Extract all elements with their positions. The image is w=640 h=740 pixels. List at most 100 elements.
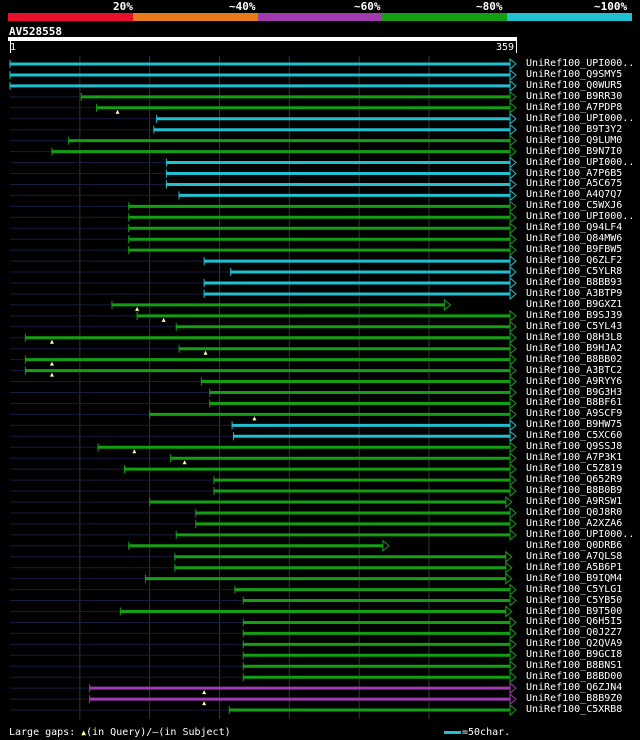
hit-label[interactable]: UniRef100_A3BTC2: [526, 364, 623, 376]
hit-label[interactable]: UniRef100_Q94LF4: [526, 222, 623, 234]
hit-label[interactable]: UniRef100_Q9LUM0: [526, 134, 623, 146]
hit-label[interactable]: UniRef100_B8B0B9: [526, 485, 623, 497]
ruler-end-tick: [516, 41, 517, 53]
hit-arrow-icon: [509, 616, 517, 629]
hit-label[interactable]: UniRef100_B8B9Z0: [526, 693, 623, 705]
in-query-text: (in Query)/: [86, 727, 153, 738]
hit-arrow-icon: [509, 671, 517, 684]
ruler-start-tick: [10, 41, 11, 53]
legend-label-20: 20%: [113, 0, 133, 13]
hit-label[interactable]: UniRef100_B9T500: [526, 605, 623, 617]
large-gaps-title: Large gaps:: [9, 727, 76, 738]
hit-label[interactable]: UniRef100_UPI000..: [526, 58, 635, 69]
hit-label[interactable]: UniRef100_B9RR30: [526, 90, 623, 102]
hit-label[interactable]: UniRef100_Q8H3L8: [526, 331, 623, 343]
hit-arrow-icon: [509, 703, 517, 717]
hit-label[interactable]: UniRef100_B9G3H3: [526, 386, 623, 398]
hit-label[interactable]: UniRef100_B9HW75: [526, 419, 623, 431]
hit-label[interactable]: UniRef100_B9IQM4: [526, 572, 623, 584]
query-gap-marker-icon: [202, 701, 207, 706]
hit-label[interactable]: UniRef100_C5WXJ6: [526, 200, 623, 212]
hit-label[interactable]: UniRef100_A7P6B5: [526, 167, 623, 179]
hit-label[interactable]: UniRef100_A9RSW1: [526, 496, 623, 507]
hit-label[interactable]: UniRef100_Q9SSJ8: [526, 441, 623, 453]
hit-label[interactable]: UniRef100_Q0J8R0: [526, 506, 623, 518]
hit-label[interactable]: UniRef100_Q9SMY5: [526, 68, 623, 80]
hit-arrow-icon: [509, 484, 517, 498]
hit-label[interactable]: UniRef100_B9GCI8: [526, 649, 623, 661]
hit-label[interactable]: UniRef100_B8BF61: [526, 397, 623, 409]
hit-arrow-icon: [509, 638, 517, 651]
hit-label[interactable]: UniRef100_C5XC60: [526, 430, 623, 442]
hit-label[interactable]: UniRef100_Q0WUR5: [526, 79, 623, 91]
hit-arrow-icon: [509, 594, 517, 607]
legend-segment-2: [132, 13, 258, 21]
query-gap-marker-icon: [203, 350, 208, 355]
hit-arrow-icon: [509, 68, 517, 82]
hit-label[interactable]: UniRef100_B9N7I0: [526, 145, 623, 157]
hit-label[interactable]: UniRef100_UPI000..: [526, 528, 635, 540]
hit-label[interactable]: UniRef100_C5YB50: [526, 594, 623, 606]
hit-label[interactable]: UniRef100_C5Z819: [526, 463, 623, 475]
hit-label[interactable]: UniRef100_B9T3Y2: [526, 123, 623, 135]
hit-label[interactable]: UniRef100_B9SJ39: [526, 309, 623, 321]
hit-label[interactable]: UniRef100_C5YLG1: [526, 583, 623, 595]
scale-swatch: [444, 730, 461, 734]
query-gap-marker-icon: [132, 449, 137, 454]
hit-label[interactable]: UniRef100_Q6ZJN4: [526, 682, 623, 694]
hit-arrow-icon: [509, 331, 517, 344]
query-gap-marker-icon: [161, 317, 166, 322]
identity-legend-labels: 20% ~40% ~60% ~80% ~100%: [0, 0, 640, 12]
hit-arrow-icon: [509, 342, 517, 355]
query-gap-marker-icon: [115, 109, 120, 114]
hit-label[interactable]: UniRef100_UPI000..: [526, 211, 635, 223]
hit-label[interactable]: UniRef100_B8BD00: [526, 671, 623, 683]
hit-arrow-icon: [509, 353, 517, 366]
scale-text: =50char.: [462, 727, 511, 738]
hit-arrow-icon: [509, 517, 517, 530]
hit-label[interactable]: UniRef100_B8BB02: [526, 353, 623, 365]
query-gap-marker-icon: [49, 339, 54, 344]
hit-label[interactable]: UniRef100_C5YL43: [526, 320, 623, 332]
hit-label[interactable]: UniRef100_B9HJA2: [526, 342, 623, 354]
hit-label[interactable]: UniRef100_A3BTP9: [526, 287, 623, 299]
hit-arrow-icon: [505, 572, 513, 585]
hit-label[interactable]: UniRef100_A7P3K1: [526, 452, 623, 464]
hit-arrow-icon: [505, 550, 513, 563]
hit-label[interactable]: UniRef100_B9FBW5: [526, 244, 623, 256]
hit-label[interactable]: UniRef100_Q6ZLF2: [526, 255, 623, 267]
hit-label[interactable]: UniRef100_B8BNS1: [526, 660, 623, 672]
hit-label[interactable]: UniRef100_A9RYY6: [526, 375, 623, 387]
query-gap-marker-icon: [49, 372, 54, 377]
hit-label[interactable]: UniRef100_UPI000..: [526, 156, 635, 168]
hit-arrow-icon: [509, 255, 517, 268]
hit-label[interactable]: UniRef100_UPI000..: [526, 112, 635, 124]
hit-label[interactable]: UniRef100_A2XZA6: [526, 517, 623, 529]
hit-arrow-icon: [509, 386, 517, 399]
legend-segment-5: [507, 13, 632, 21]
hit-arrow-icon: [509, 90, 517, 103]
large-gaps-footer: Large gaps: ▲(in Query)/—(in Subject): [9, 727, 231, 738]
hit-label[interactable]: UniRef100_B9GXZ1: [526, 298, 623, 310]
hit-label[interactable]: UniRef100_C5XRB8: [526, 704, 623, 716]
hit-label[interactable]: UniRef100_Q652R9: [526, 474, 623, 486]
hit-arrow-icon: [505, 605, 513, 618]
hit-arrow-icon: [509, 79, 517, 92]
hit-label[interactable]: UniRef100_B8BB93: [526, 277, 623, 288]
hit-label[interactable]: UniRef100_A5B6P1: [526, 561, 623, 573]
hit-label[interactable]: UniRef100_A4Q7Q7: [526, 189, 623, 201]
hit-label[interactable]: UniRef100_A9SCF9: [526, 408, 623, 420]
query-bar: [8, 37, 517, 41]
hit-arrow-icon: [509, 320, 517, 333]
hit-arrow-icon: [509, 649, 517, 662]
hit-label[interactable]: UniRef100_Q0DRB6: [526, 539, 623, 551]
hit-label[interactable]: UniRef100_Q2QVA9: [526, 638, 623, 650]
hit-label[interactable]: UniRef100_Q6H5I5: [526, 616, 623, 628]
hit-label[interactable]: UniRef100_A5C675: [526, 178, 623, 190]
hit-arrow-icon: [509, 167, 517, 180]
hit-label[interactable]: UniRef100_Q84MW6: [526, 233, 623, 245]
hit-label[interactable]: UniRef100_A7QLS8: [526, 550, 623, 562]
hit-label[interactable]: UniRef100_Q0J2Z7: [526, 627, 623, 639]
hit-label[interactable]: UniRef100_A7PDP8: [526, 101, 623, 113]
hit-label[interactable]: UniRef100_C5YLR8: [526, 266, 623, 278]
